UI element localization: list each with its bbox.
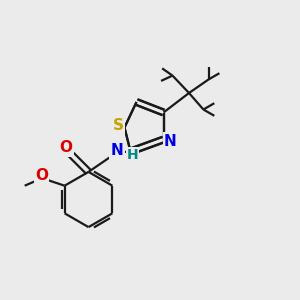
- Text: O: O: [59, 140, 73, 155]
- Text: N: N: [111, 143, 123, 158]
- Text: H: H: [127, 148, 138, 162]
- Text: N: N: [164, 134, 176, 148]
- Text: O: O: [35, 168, 48, 183]
- Text: S: S: [112, 118, 123, 134]
